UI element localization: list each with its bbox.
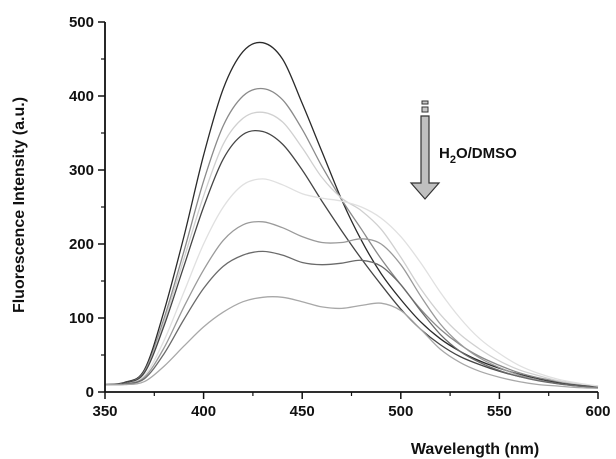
- annotation-subscript: 2: [450, 154, 456, 166]
- y-tick-label: 500: [69, 14, 94, 31]
- series-line-6: [104, 220, 599, 389]
- series-layer: [104, 41, 599, 389]
- down-arrow-icon: [409, 100, 441, 200]
- axes-layer: [104, 22, 598, 393]
- series-line-4: [104, 129, 599, 388]
- x-axis-title: Wavelength (nm): [411, 441, 539, 458]
- y-tick-label: 400: [69, 88, 94, 105]
- x-tick-label: 450: [290, 403, 315, 420]
- arrow-body: [409, 115, 441, 200]
- ticks-layer: 0 100 200 300 400 500 350 400 450 500 550 600: [69, 14, 611, 420]
- annotation-rest: O/DMSO: [456, 145, 517, 162]
- y-axis-title: Fluorescence Intensity (a.u.): [11, 97, 28, 313]
- series-line-2: [104, 87, 599, 387]
- y-tick-label: 200: [69, 236, 94, 253]
- y-tick-label: 300: [69, 162, 94, 179]
- annotation-label: H2O/DMSO: [439, 145, 517, 166]
- x-tick-label: 550: [487, 403, 512, 420]
- series-line-5: [104, 178, 599, 387]
- y-tick-label: 0: [86, 384, 94, 401]
- series-line-3: [104, 111, 599, 387]
- y-tick-label: 100: [69, 310, 94, 327]
- x-tick-label: 500: [388, 403, 413, 420]
- x-tick-label: 350: [92, 403, 117, 420]
- arrow-cap-top: [421, 100, 429, 105]
- x-tick-label: 600: [585, 403, 610, 420]
- solvent-annotation: H2O/DMSO: [409, 100, 517, 200]
- series-line-7: [104, 250, 599, 389]
- annotation-main: H: [439, 145, 450, 162]
- x-tick-label: 400: [191, 403, 216, 420]
- arrow-cap-mid: [421, 106, 429, 113]
- series-line-8: [104, 296, 599, 389]
